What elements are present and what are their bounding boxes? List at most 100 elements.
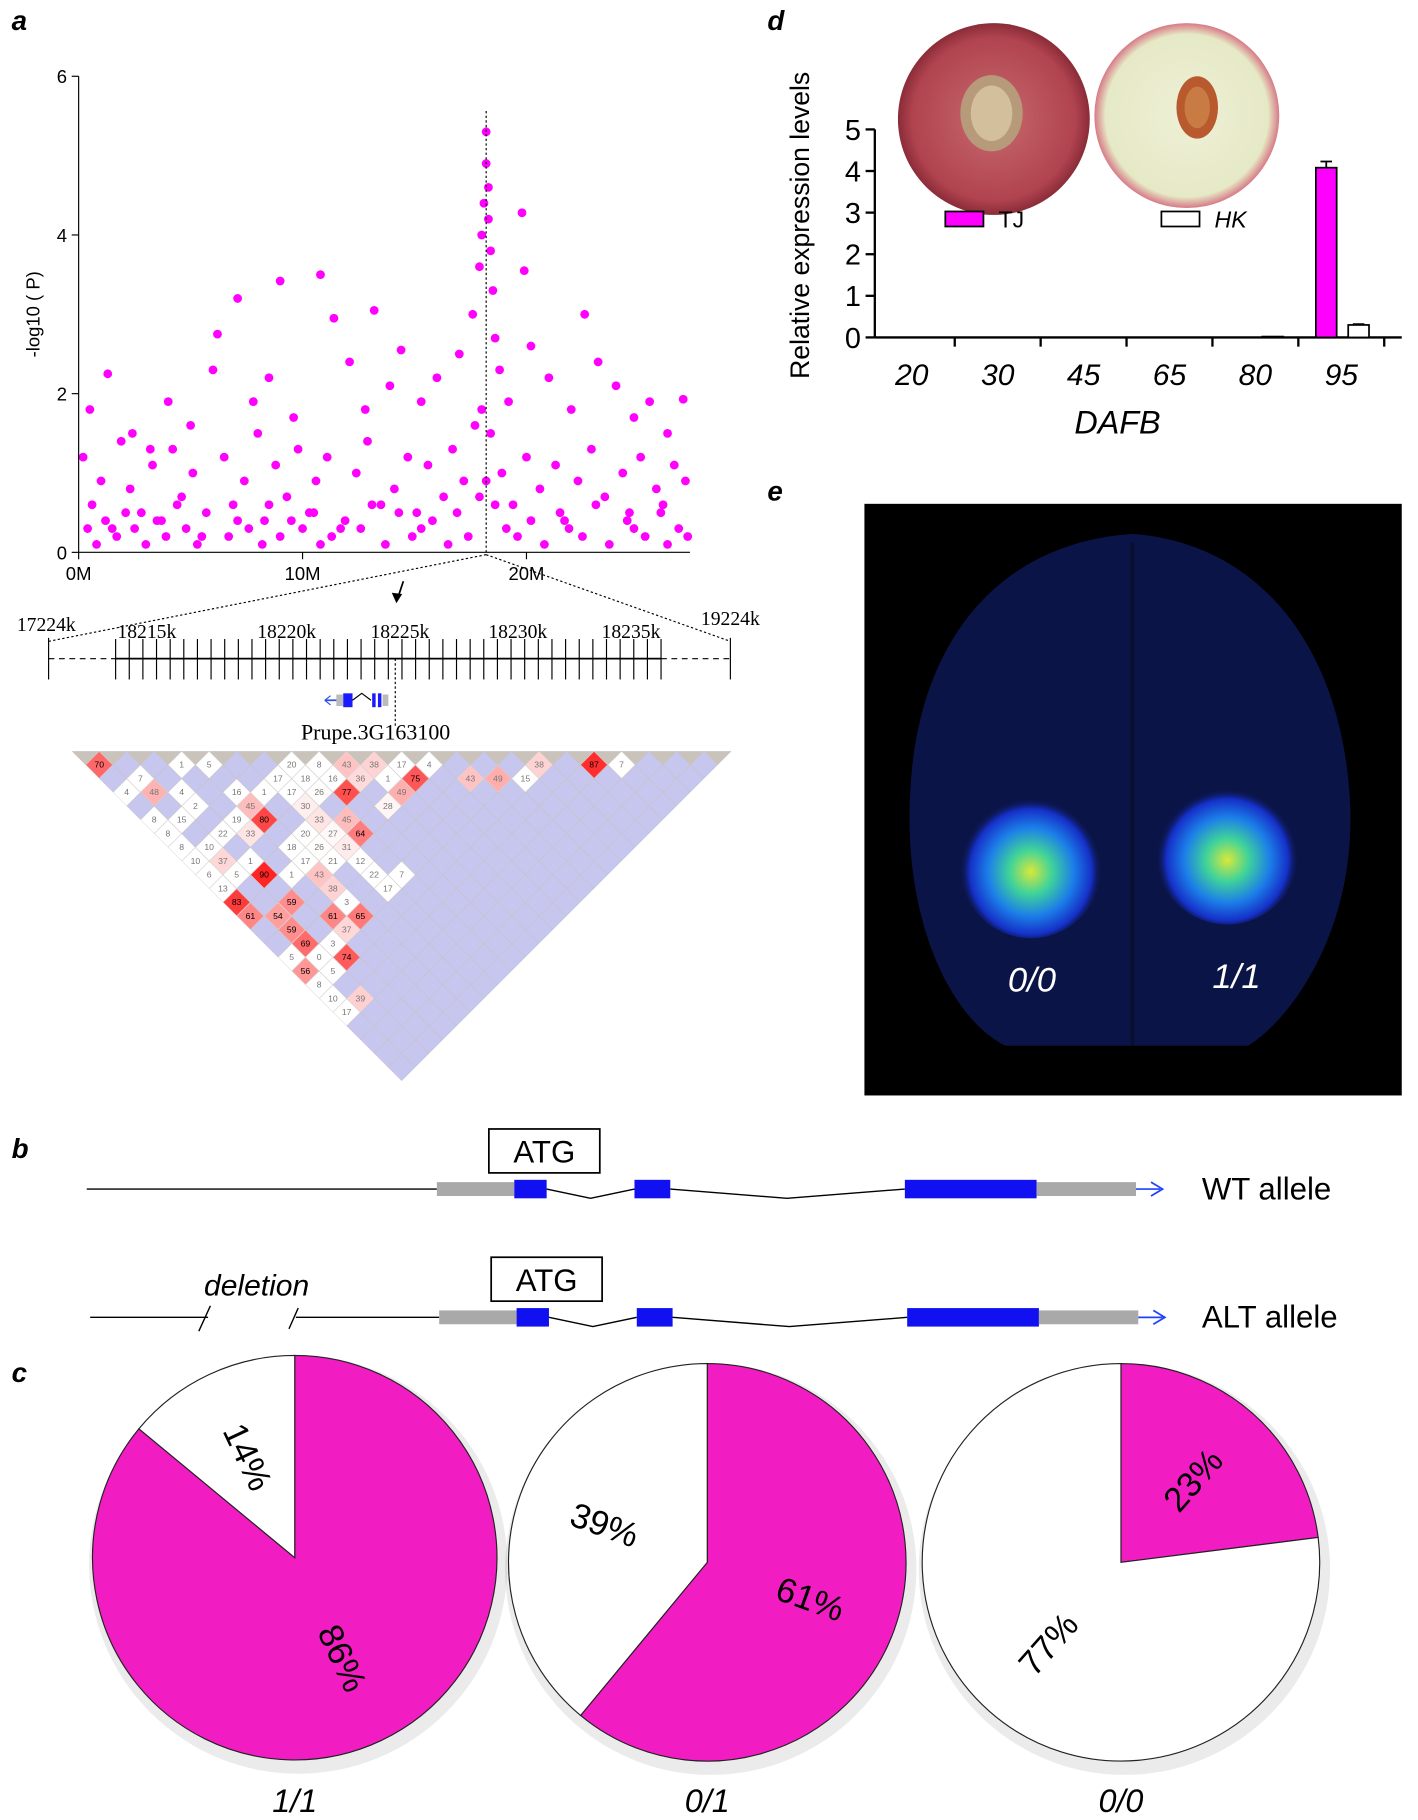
ld-value: 17 xyxy=(273,773,283,783)
ld-cell xyxy=(250,806,278,834)
ld-cell xyxy=(167,751,196,779)
point xyxy=(497,468,507,478)
ld-cell-empty xyxy=(195,778,223,806)
point xyxy=(517,208,527,218)
ld-cell-empty xyxy=(566,875,594,902)
ld-cell xyxy=(305,943,333,972)
ld-value: 28 xyxy=(383,801,393,811)
ld-cell-empty xyxy=(525,916,553,944)
ld-value: 83 xyxy=(232,897,242,907)
ld-cell-empty xyxy=(580,861,608,889)
ld-cell xyxy=(236,792,265,820)
ld-cell-empty xyxy=(374,1040,402,1067)
ld-value: 18 xyxy=(287,842,297,852)
ld-cell xyxy=(195,751,223,779)
ld-cell xyxy=(525,751,553,779)
ld-cell-empty xyxy=(498,751,525,779)
atg-label: ATG xyxy=(513,1134,575,1169)
ld-value: 6 xyxy=(207,870,212,880)
point xyxy=(192,540,202,549)
point xyxy=(551,460,560,470)
ld-cell-empty xyxy=(264,792,292,820)
point xyxy=(253,428,263,438)
ld-cell-empty xyxy=(346,1012,374,1040)
point xyxy=(486,428,496,438)
y-axis-label: Relative expression levels xyxy=(785,72,815,379)
point xyxy=(463,532,473,541)
point xyxy=(591,500,601,510)
ld-value: 27 xyxy=(328,828,338,838)
ld-cell xyxy=(277,751,306,779)
ld-value: 31 xyxy=(342,842,352,852)
ld-cell xyxy=(250,861,278,889)
ld-cell-empty xyxy=(525,778,553,806)
ld-cell-empty xyxy=(470,806,498,834)
pie-slice xyxy=(507,1362,708,1717)
ld-cell-empty xyxy=(360,833,388,861)
ld-cell xyxy=(277,916,306,944)
ld-cell-empty xyxy=(539,847,567,875)
ld-cell xyxy=(319,874,347,903)
ld-cell xyxy=(140,806,168,834)
ld-cell xyxy=(195,861,223,889)
point xyxy=(385,381,395,391)
ld-cell xyxy=(332,943,361,972)
ld-cell-empty xyxy=(388,833,416,861)
ld-cell-empty xyxy=(498,916,525,944)
ld-value: 33 xyxy=(314,815,324,825)
ld-cell-empty xyxy=(415,971,443,999)
ld-value: 17 xyxy=(383,883,393,893)
ld-cell xyxy=(332,751,361,779)
y-tick-label: 3 xyxy=(845,198,861,230)
point xyxy=(428,516,437,526)
ld-cell-empty xyxy=(539,820,567,847)
point xyxy=(468,309,478,319)
ld-cell xyxy=(277,778,306,807)
ld-cell-empty xyxy=(401,1012,429,1040)
deletion-label: deletion xyxy=(204,1269,309,1302)
point xyxy=(573,476,583,486)
point xyxy=(163,397,173,406)
ld-value: 1 xyxy=(289,870,294,880)
point xyxy=(564,524,574,533)
point xyxy=(351,468,361,478)
x-tick-label: 65 xyxy=(1153,359,1187,392)
ld-cell xyxy=(319,984,347,1013)
point xyxy=(360,405,370,414)
point xyxy=(486,246,496,256)
ld-value: 61 xyxy=(328,911,338,921)
ld-cell-empty xyxy=(319,792,347,820)
ld-cell-empty xyxy=(511,930,539,957)
y-tick-label: 0 xyxy=(845,323,861,355)
point xyxy=(186,421,195,430)
ld-cell-empty xyxy=(264,847,292,875)
point xyxy=(412,508,422,518)
point xyxy=(423,460,433,470)
ld-value: 49 xyxy=(397,787,407,797)
ld-cell-empty xyxy=(456,985,484,1012)
ld-cell-empty xyxy=(470,861,498,889)
ld-value: 8 xyxy=(179,842,184,852)
ld-cell-empty xyxy=(525,806,553,834)
ld-cell xyxy=(387,751,416,779)
ld-cell-empty xyxy=(539,792,567,820)
ld-value: 8 xyxy=(152,815,157,825)
ld-cell xyxy=(154,819,182,848)
ld-value: 16 xyxy=(328,773,338,783)
point xyxy=(208,365,218,375)
ld-cell xyxy=(387,778,416,807)
ld-cell xyxy=(181,847,210,875)
y-tick-label: 1 xyxy=(845,281,861,313)
ld-cell-empty xyxy=(195,806,223,834)
point xyxy=(416,524,426,533)
ld-cell xyxy=(319,819,347,848)
point xyxy=(264,373,274,383)
ld-value: 65 xyxy=(356,911,366,921)
ld-cell xyxy=(607,751,636,779)
ld-heatmap: 70 1 5 20 8 43 38 17 4 38 87 77 17 18 16 36 1 75 43 49 154 48… xyxy=(71,751,732,1082)
ld-value: 59 xyxy=(287,897,297,907)
ld-cell-empty xyxy=(237,765,264,793)
ld-cell xyxy=(305,751,333,779)
point xyxy=(513,532,522,541)
